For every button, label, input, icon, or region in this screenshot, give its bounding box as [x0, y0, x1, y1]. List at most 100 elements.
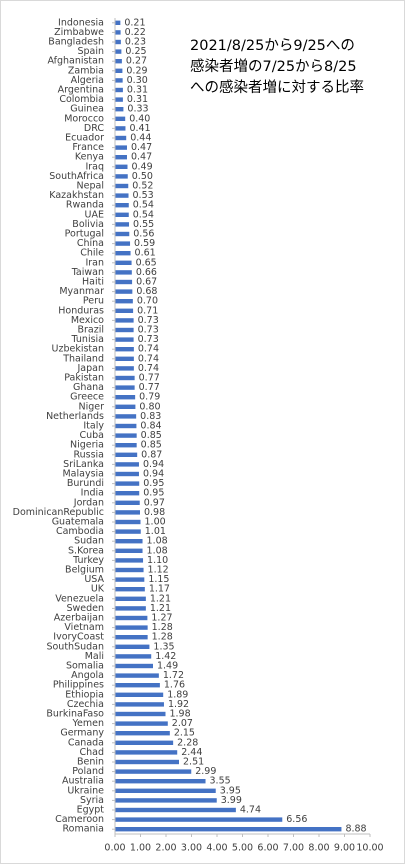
y-tick-label: Peru: [83, 296, 104, 307]
bar: [115, 68, 123, 73]
bar: [115, 711, 166, 717]
bar: [115, 107, 124, 112]
y-tick-label: Myanmar: [59, 286, 104, 297]
value-label: 0.50: [132, 171, 153, 182]
bar: [115, 251, 131, 256]
value-label: 0.87: [141, 449, 162, 460]
y-tick-label: SouthAfrica: [49, 171, 104, 182]
bar: [115, 788, 216, 793]
value-label: 0.94: [143, 469, 164, 480]
y-tick-label: Uzbekistan: [52, 344, 104, 355]
bar: [115, 356, 134, 361]
bar: [115, 692, 164, 697]
y-tick-label: Russia: [73, 449, 104, 460]
bar: [115, 423, 137, 429]
bar: [115, 135, 127, 141]
value-label: 0.71: [137, 305, 158, 316]
chart-title: 2021/8/25から9/25への: [190, 37, 355, 54]
x-tick-label: 9.00: [334, 843, 355, 854]
bar: [115, 471, 139, 477]
value-label: 1.08: [147, 536, 168, 547]
value-label: 0.65: [136, 257, 157, 268]
value-label: 2.15: [174, 728, 195, 739]
value-label: 0.49: [131, 161, 152, 172]
bar: [115, 673, 159, 678]
x-tick-label: 4.00: [206, 843, 227, 854]
bar: [115, 587, 145, 592]
value-label: 1.28: [152, 632, 173, 643]
value-label: 0.95: [143, 478, 164, 489]
y-tick-label: Malaysia: [62, 469, 104, 480]
bar: [115, 366, 134, 371]
y-tick-label: Guinea: [70, 104, 104, 115]
y-tick-label: Jordan: [73, 497, 104, 508]
value-label: 0.29: [126, 65, 147, 76]
bar: [115, 769, 192, 774]
value-label: 0.68: [136, 286, 157, 297]
value-label: 4.74: [240, 805, 261, 816]
y-tick-label: Somalia: [66, 661, 104, 672]
bar: [115, 654, 152, 659]
y-tick-label: Egypt: [77, 805, 105, 816]
bar: [115, 807, 236, 813]
value-label: 3.55: [210, 776, 231, 787]
y-tick-label: Ukraine: [67, 785, 104, 796]
y-tick-label: Bangladesh: [48, 37, 104, 48]
bar: [115, 500, 140, 505]
bar: [115, 462, 139, 467]
y-tick-label: Burundi: [67, 478, 104, 489]
value-label: 0.74: [138, 353, 159, 364]
bar: [115, 817, 283, 822]
y-tick-label: Nigeria: [70, 440, 104, 451]
y-tick-label: Honduras: [58, 305, 104, 316]
y-tick-label: Cambodia: [56, 526, 104, 537]
value-label: 2.99: [195, 766, 216, 777]
value-label: 1.08: [147, 545, 168, 556]
y-tick-label: Argentina: [58, 85, 104, 96]
x-tick-label: 2.00: [155, 843, 176, 854]
value-label: 0.94: [143, 459, 164, 470]
bar: [115, 663, 153, 669]
y-tick-label: Cuba: [79, 430, 104, 441]
value-label: 1.92: [168, 699, 189, 710]
bar: [115, 347, 134, 352]
y-tick-label: UAE: [85, 209, 104, 220]
value-label: 1.00: [145, 517, 166, 528]
bar: [115, 414, 137, 419]
bar: [115, 702, 164, 707]
value-label: 0.83: [140, 411, 161, 422]
value-label: 0.30: [127, 75, 148, 86]
y-tick-label: DRC: [84, 123, 104, 134]
x-tick-label: 0.00: [104, 843, 125, 854]
bar: [115, 279, 133, 285]
y-tick-label: Poland: [72, 766, 104, 777]
bar: [115, 567, 144, 573]
value-label: 0.66: [136, 267, 157, 278]
value-label: 1.21: [150, 603, 171, 614]
value-label: 0.67: [136, 277, 157, 288]
value-label: 1.12: [148, 565, 169, 576]
value-label: 0.84: [140, 421, 161, 432]
value-label: 0.33: [127, 104, 148, 115]
y-tick-label: Iran: [85, 257, 104, 268]
y-tick-label: Netherlands: [46, 411, 104, 422]
y-tick-label: Germany: [60, 728, 104, 739]
bar: [115, 155, 127, 160]
y-tick-label: Chad: [79, 747, 104, 758]
value-label: 0.27: [126, 56, 147, 67]
value-label: 0.79: [139, 392, 160, 403]
bar: [115, 212, 129, 217]
y-tick-label: SriLanka: [63, 459, 104, 470]
bar: [115, 443, 137, 448]
y-tick-label: IvoryCoast: [53, 632, 104, 643]
bar: [115, 385, 135, 390]
value-label: 0.85: [141, 440, 162, 451]
value-label: 0.80: [139, 401, 160, 412]
value-label: 2.51: [183, 757, 204, 768]
bar: [115, 183, 129, 189]
value-label: 0.44: [130, 133, 151, 144]
value-label: 1.35: [153, 641, 174, 652]
value-label: 0.54: [133, 200, 154, 211]
y-tick-label: Mali: [85, 651, 104, 662]
y-tick-label: Thailand: [62, 353, 104, 364]
